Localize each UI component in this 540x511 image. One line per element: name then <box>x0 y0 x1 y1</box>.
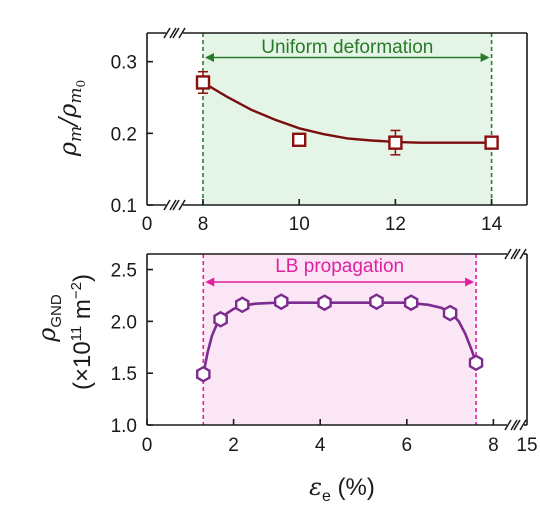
top-annotation-arrowhead-right <box>480 53 490 62</box>
bottom-xlabel-sub: e <box>322 488 331 505</box>
top-break-bottom-2-a <box>172 199 180 211</box>
top-break-top-1-a <box>163 27 171 39</box>
bottom-marker-7 <box>442 304 458 322</box>
bottom-break-top-1-a <box>504 248 512 260</box>
bottom-marker-1 <box>213 310 228 328</box>
top-ylabel-slash: /ρ <box>54 104 82 128</box>
top-annotation-text: Uniform deformation <box>261 37 433 58</box>
bottom-xtick-label-3: 6 <box>402 435 413 456</box>
bottom-marker-3 <box>274 293 289 311</box>
bottom-xtick-label-1: 2 <box>228 435 239 456</box>
bottom-break-top-2-a <box>513 248 521 260</box>
top-ylabel-sub: m <box>66 126 86 142</box>
top-xtick-label-2: 12 <box>385 214 406 235</box>
top-break-top-1-b <box>169 27 177 39</box>
bottom-xtick-label-2: 4 <box>315 435 326 456</box>
bottom-xlabel: εe (%) <box>309 473 375 505</box>
bottom-ylabel-units-exp: 11 <box>68 326 85 342</box>
top-ylabel: ρm/ρm0 <box>54 80 88 157</box>
top-annotation-arrowhead-left <box>205 53 214 62</box>
top-xtick-label-zero: 0 <box>142 214 153 235</box>
bottom-ylabel-units-suffix: ) <box>69 274 96 282</box>
bottom-marker-0 <box>196 365 211 383</box>
top-xtick-label-1: 10 <box>289 214 310 235</box>
bottom-marker-2 <box>235 296 250 314</box>
bottom-marker-6 <box>403 294 419 312</box>
bottom-xlabel-symbol: ε <box>309 473 322 501</box>
top-break-top-2-a <box>172 27 180 39</box>
bottom-break-top-1-b <box>510 248 518 260</box>
bottom-break-bottom-2-a <box>513 419 521 431</box>
top-marker-0 <box>195 75 211 90</box>
bottom-marker-4 <box>317 294 332 312</box>
bottom-ylabel-units-exp2: −2 <box>68 282 85 299</box>
bottom-ylabel-units-mid: m <box>69 299 96 326</box>
bottom-xtick-label-fifteen: 15 <box>516 435 537 456</box>
bottom-ytick-label-2: 2.0 <box>111 312 137 333</box>
top-ylabel-sub3: 0 <box>74 80 88 88</box>
bottom-ylabel-sub: GND <box>48 294 65 328</box>
top-ylabel-sub2: m <box>66 88 86 104</box>
panel-bottom: LB propagation 0 2 4 6 8 15 1.0 1.5 2.0 2.5 ρGND(×1… <box>33 248 538 505</box>
top-break-top-2-b <box>178 27 186 39</box>
bottom-marker-5 <box>369 293 384 311</box>
bottom-marker-8 <box>468 354 484 372</box>
top-fit-curve <box>202 81 492 144</box>
bottom-annotation-text: LB propagation <box>275 256 404 277</box>
bottom-break-bottom-1-b <box>510 419 518 431</box>
top-break-bottom-2-b <box>178 199 186 211</box>
bottom-annotation-arrowhead-right <box>465 277 475 287</box>
bottom-shaded-region <box>203 254 477 425</box>
bottom-ylabel-units-prefix: (×10 <box>69 341 96 390</box>
top-break-bottom-1-a <box>163 199 171 211</box>
bottom-ylabel: ρGND <box>33 294 65 343</box>
bottom-ytick-label-1: 1.5 <box>111 364 137 385</box>
bottom-ylabel-rho: ρ <box>33 328 61 343</box>
top-ytick-label-0: 0.1 <box>111 196 137 217</box>
top-break-bottom-1-b <box>169 199 177 211</box>
top-xtick-label-3: 14 <box>481 214 503 235</box>
bottom-xtick-label-0: 0 <box>142 435 153 456</box>
top-shaded-region <box>203 33 492 205</box>
bottom-annotation-arrowhead-left <box>205 277 215 287</box>
top-ylabel-rho: ρ <box>54 142 82 157</box>
bottom-break-bottom-2-b <box>519 419 527 431</box>
top-xtick-label-0: 8 <box>198 214 209 235</box>
bottom-ytick-label-0: 1.0 <box>111 416 137 437</box>
bottom-xlabel-suffix: (%) <box>331 474 375 501</box>
bottom-ytick-label-3: 2.5 <box>111 261 137 282</box>
top-marker-3 <box>484 135 499 150</box>
bottom-break-top-2-b <box>519 248 527 260</box>
top-marker-1 <box>292 132 307 147</box>
bottom-ylabel-units: (×1011 m−2) <box>68 274 96 390</box>
top-ytick-label-2: 0.3 <box>111 53 137 74</box>
bottom-break-bottom-1-a <box>504 419 512 431</box>
bottom-xtick-label-4: 8 <box>488 435 499 456</box>
top-marker-2 <box>388 135 403 150</box>
top-ytick-label-1: 0.2 <box>111 124 137 145</box>
